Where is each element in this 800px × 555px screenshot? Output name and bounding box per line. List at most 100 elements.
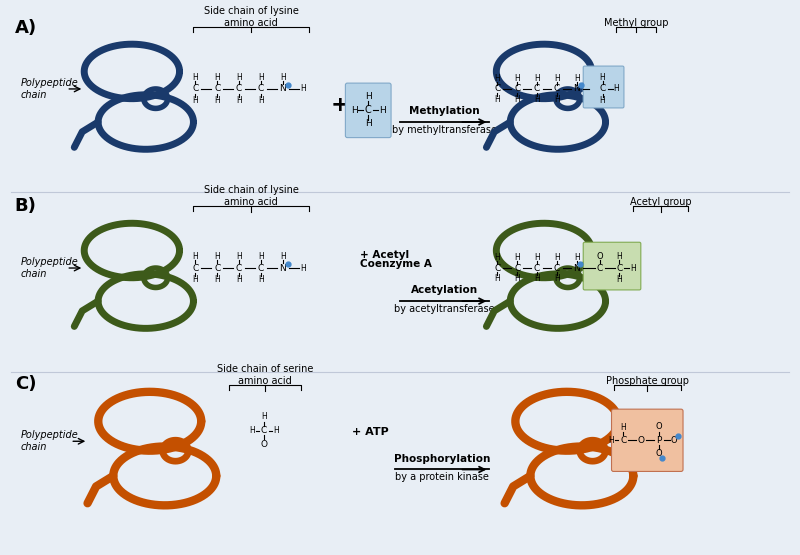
Text: H: H: [514, 274, 520, 283]
Text: C: C: [554, 84, 560, 93]
Text: H: H: [249, 426, 255, 435]
Text: Side chain of lysine
amino acid: Side chain of lysine amino acid: [204, 185, 298, 206]
Text: H: H: [600, 96, 606, 105]
Text: C: C: [514, 84, 520, 93]
Text: H: H: [574, 253, 580, 262]
Text: C): C): [14, 375, 36, 393]
Text: O: O: [638, 436, 645, 445]
Text: H: H: [617, 275, 622, 284]
Text: H: H: [534, 74, 540, 83]
Text: Phosphorylation: Phosphorylation: [394, 453, 490, 463]
Text: by a protein kinase: by a protein kinase: [394, 472, 489, 482]
Text: H: H: [236, 96, 242, 105]
Text: C: C: [534, 84, 540, 93]
Text: N: N: [279, 84, 286, 93]
Text: H: H: [534, 253, 540, 262]
Text: C: C: [534, 264, 540, 273]
Text: A): A): [14, 19, 37, 37]
Text: C: C: [597, 264, 602, 273]
Text: H: H: [258, 252, 264, 261]
Text: H: H: [280, 252, 286, 261]
Text: H: H: [193, 96, 198, 105]
Text: H: H: [214, 96, 220, 105]
Text: H: H: [534, 274, 540, 283]
Text: C: C: [514, 264, 520, 273]
Text: Side chain of lysine
amino acid: Side chain of lysine amino acid: [204, 6, 298, 28]
Text: by acetyltransferase: by acetyltransferase: [394, 304, 495, 314]
Text: C: C: [554, 264, 560, 273]
Text: H: H: [617, 252, 622, 261]
Text: N: N: [574, 264, 580, 273]
Text: H: H: [494, 95, 500, 104]
Text: C: C: [214, 84, 221, 93]
Text: H: H: [614, 84, 619, 93]
Text: C: C: [258, 84, 264, 93]
Text: C: C: [192, 264, 198, 273]
Text: H: H: [236, 275, 242, 284]
Text: H: H: [236, 252, 242, 261]
Text: C: C: [258, 264, 264, 273]
Text: H: H: [621, 423, 626, 432]
Text: Polypeptide
chain: Polypeptide chain: [21, 78, 78, 100]
Text: O: O: [670, 436, 678, 445]
Text: H: H: [300, 264, 306, 273]
FancyBboxPatch shape: [346, 83, 391, 138]
Text: H: H: [554, 253, 560, 262]
Text: C: C: [494, 264, 501, 273]
Text: N: N: [279, 264, 286, 273]
Text: H: H: [193, 252, 198, 261]
Text: H: H: [600, 73, 606, 82]
Text: +: +: [331, 94, 350, 114]
Text: Methylation: Methylation: [410, 106, 480, 116]
Text: C: C: [236, 264, 242, 273]
Text: H: H: [514, 253, 520, 262]
Text: Polypeptide
chain: Polypeptide chain: [21, 257, 78, 279]
Text: C: C: [214, 264, 221, 273]
Text: H: H: [214, 73, 220, 82]
Text: H: H: [554, 274, 560, 283]
Text: Acetylation: Acetylation: [411, 285, 478, 295]
Text: + Acetyl: + Acetyl: [360, 250, 410, 260]
Text: by methyltransferase: by methyltransferase: [392, 125, 497, 135]
Text: O: O: [261, 440, 267, 448]
Text: H: H: [193, 73, 198, 82]
Text: C: C: [616, 264, 622, 273]
Text: H: H: [236, 73, 242, 82]
Text: H: H: [494, 274, 500, 283]
Text: H: H: [494, 74, 500, 83]
Text: Methyl group: Methyl group: [604, 18, 669, 28]
Text: H: H: [261, 412, 267, 421]
Text: Phosphate group: Phosphate group: [606, 376, 689, 386]
Text: H: H: [214, 252, 220, 261]
FancyBboxPatch shape: [583, 242, 641, 290]
Text: H: H: [365, 119, 371, 129]
Text: H: H: [365, 92, 371, 101]
Text: N: N: [574, 84, 580, 93]
Text: C: C: [494, 84, 501, 93]
Text: P: P: [657, 436, 662, 445]
Text: H: H: [630, 264, 636, 273]
Text: H: H: [609, 436, 614, 445]
Text: O: O: [656, 422, 662, 431]
Text: H: H: [554, 95, 560, 104]
Text: C: C: [192, 84, 198, 93]
Text: H: H: [273, 426, 278, 435]
Text: Polypeptide
chain: Polypeptide chain: [21, 431, 78, 452]
Text: H: H: [214, 275, 220, 284]
Text: C: C: [261, 426, 267, 435]
Text: H: H: [378, 106, 386, 115]
Text: H: H: [258, 275, 264, 284]
Text: O: O: [596, 252, 603, 261]
Text: H: H: [280, 73, 286, 82]
Text: H: H: [574, 74, 580, 83]
Text: H: H: [514, 74, 520, 83]
Text: Coenzyme A: Coenzyme A: [360, 259, 432, 269]
Text: + ATP: + ATP: [352, 427, 389, 437]
Text: C: C: [620, 436, 626, 445]
Text: H: H: [514, 95, 520, 104]
FancyBboxPatch shape: [583, 66, 624, 108]
Text: H: H: [554, 74, 560, 83]
Text: Acetyl group: Acetyl group: [630, 196, 691, 206]
Text: C: C: [599, 84, 606, 93]
Text: H: H: [258, 73, 264, 82]
